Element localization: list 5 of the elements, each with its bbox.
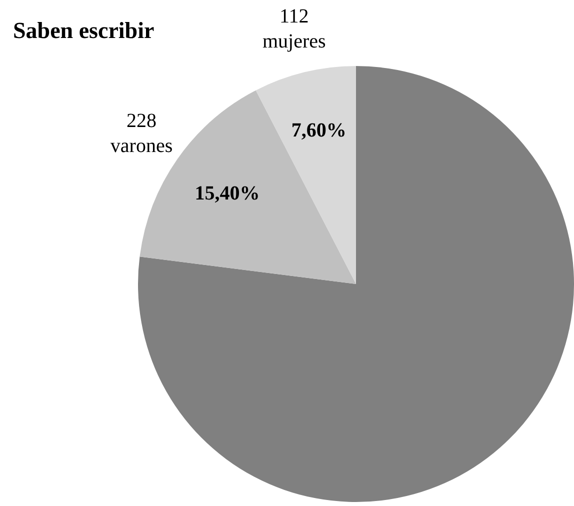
chart-title: Saben escribir bbox=[13, 18, 154, 44]
slice-label: 228 varones bbox=[110, 110, 173, 157]
data-label: 15,40% bbox=[194, 182, 260, 204]
data-label: 7,60% bbox=[291, 120, 346, 142]
slice-label: 112 mujeres bbox=[262, 6, 326, 53]
